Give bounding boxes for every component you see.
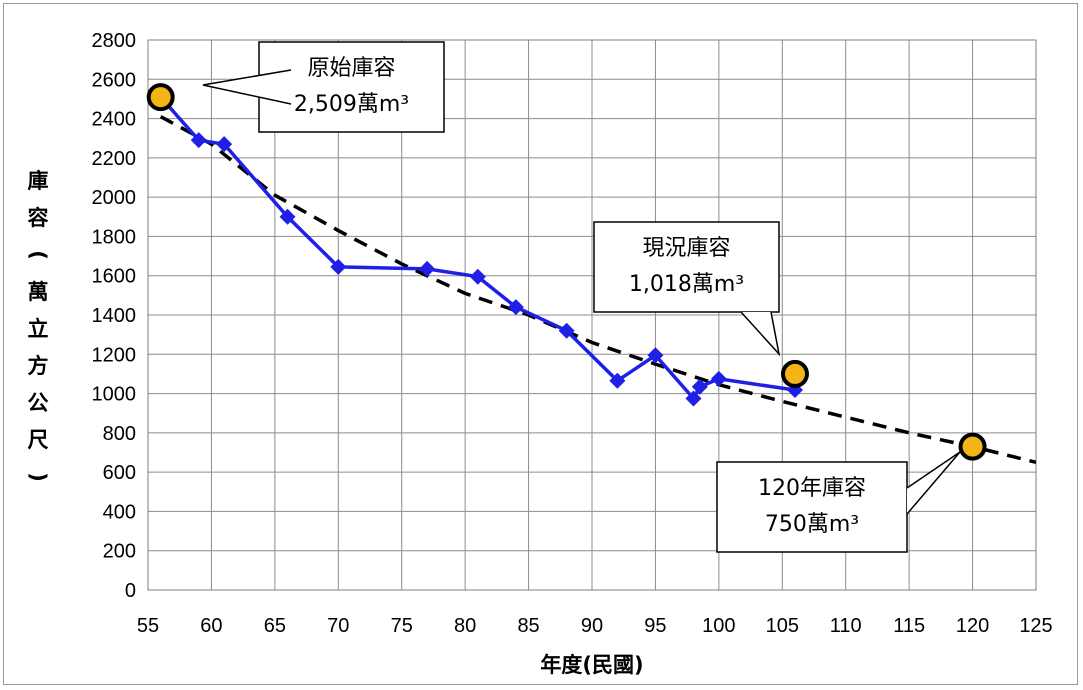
x-tick-label: 125: [1019, 615, 1052, 637]
measured-point: [190, 132, 207, 149]
y-tick-label: 2400: [92, 109, 137, 131]
callout: 120年庫容 750萬m³: [716, 451, 961, 553]
y-axis-title-char: ): [26, 472, 50, 482]
plot-border: [147, 39, 1037, 591]
measured-point: [710, 370, 727, 387]
highlight-point: [958, 432, 987, 461]
y-tick-label: 2200: [92, 148, 137, 170]
highlight-point: [146, 83, 175, 112]
y-tick-label: 1800: [92, 226, 137, 248]
measured-point: [419, 260, 436, 277]
y-axis-ticks: 0 200 400 600 800 1000 1200 1400 1600 1800 2000 220…: [92, 30, 137, 602]
callout-layer: 原始庫容 2,509萬m³ 現況庫容 1,018萬m³ 120年庫容 750萬m³: [202, 41, 961, 553]
x-tick-label: 115: [893, 615, 925, 637]
y-tick-label: 1400: [92, 305, 137, 327]
x-tick-label: 70: [327, 615, 349, 637]
trend-line: [159, 115, 1037, 465]
x-tick-label: 100: [702, 615, 735, 637]
measured-point: [558, 322, 575, 339]
callout-line: 原始庫容: [307, 56, 395, 81]
x-tick-label: 85: [517, 615, 539, 637]
measured-point: [469, 268, 486, 285]
x-tick-label: 75: [391, 615, 413, 637]
highlight-point: [780, 359, 809, 388]
x-axis-title: 年度(民國): [540, 653, 643, 677]
measured-point: [507, 299, 524, 316]
y-axis-title-char: 容: [28, 206, 49, 230]
callout-tail: [740, 311, 781, 357]
x-tick-label: 65: [264, 615, 286, 637]
y-tick-label: 600: [103, 462, 136, 484]
measured-point: [685, 390, 702, 407]
x-tick-label: 80: [454, 615, 476, 637]
x-axis-ticks: 55 60 65 70 75 80 85 90 95 100 105 110 115 120 125: [137, 615, 1053, 637]
x-tick-label: 90: [581, 615, 603, 637]
measured-point: [330, 258, 347, 275]
y-tick-label: 400: [103, 501, 136, 523]
x-tick-label: 55: [137, 615, 159, 637]
callout-line: 750萬m³: [765, 512, 859, 537]
x-tick-label: 120: [956, 615, 989, 637]
y-axis-title-char: 立: [28, 317, 49, 341]
y-axis-title-char: 庫: [28, 169, 49, 193]
chart-frame: [3, 3, 1078, 685]
y-axis-title-char: 公: [28, 391, 49, 415]
x-tick-label: 105: [766, 615, 799, 637]
y-axis-title-char: 萬: [28, 280, 49, 304]
highlight-layer: [146, 83, 987, 461]
measured-point: [216, 136, 233, 153]
series-layer: [152, 89, 1037, 465]
x-tick-label: 110: [830, 615, 862, 637]
measured-point: [609, 372, 626, 389]
y-tick-label: 2800: [92, 30, 137, 52]
measured-point: [691, 378, 708, 395]
y-tick-label: 0: [125, 580, 136, 602]
y-tick-label: 1000: [92, 384, 137, 406]
x-tick-label: 95: [644, 615, 666, 637]
callout-box: [593, 221, 780, 313]
y-tick-label: 2600: [92, 69, 137, 91]
y-tick-label: 800: [103, 423, 136, 445]
measured-point: [279, 208, 296, 225]
callout-line: 2,509萬m³: [294, 92, 409, 117]
y-tick-label: 1600: [92, 266, 137, 288]
measured-point: [647, 347, 664, 364]
y-axis-title-char: 方: [28, 354, 49, 378]
callout-line: 1,018萬m³: [629, 272, 744, 297]
callout-box: [716, 461, 908, 553]
y-tick-label: 1200: [92, 344, 137, 366]
callout-line: 現況庫容: [642, 236, 730, 261]
callout-tail: [906, 451, 961, 515]
x-tick-label: 60: [200, 615, 222, 637]
y-axis-title-char: (: [26, 250, 50, 260]
y-tick-label: 200: [103, 541, 136, 563]
callout: 現況庫容 1,018萬m³: [593, 221, 781, 357]
callout-line: 120年庫容: [758, 476, 866, 501]
callout-tail-fill: [203, 70, 291, 104]
callout: 原始庫容 2,509萬m³: [202, 41, 445, 133]
y-axis-title-char: 尺: [28, 428, 49, 452]
callout-tail: [202, 69, 292, 105]
y-tick-label: 2000: [92, 187, 137, 209]
